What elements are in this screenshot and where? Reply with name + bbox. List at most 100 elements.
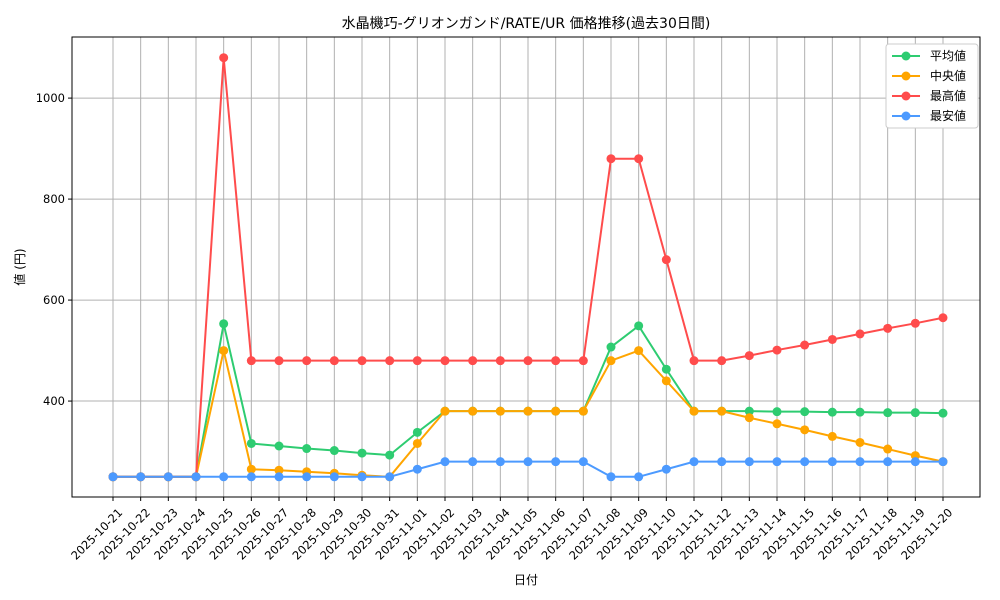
data-point xyxy=(468,457,478,467)
legend-marker xyxy=(901,111,911,121)
data-point xyxy=(163,472,173,482)
data-point xyxy=(855,457,865,467)
data-point xyxy=(412,356,422,366)
data-point xyxy=(717,406,727,416)
data-point xyxy=(772,419,782,429)
data-point xyxy=(717,356,727,366)
data-point xyxy=(938,313,948,323)
data-point xyxy=(219,472,229,482)
data-point xyxy=(302,444,312,454)
data-point xyxy=(855,329,865,339)
data-point xyxy=(744,351,754,361)
data-point xyxy=(689,457,699,467)
data-point xyxy=(440,457,450,467)
data-point xyxy=(772,407,782,417)
data-point xyxy=(634,346,644,356)
legend-box xyxy=(885,43,979,129)
data-point xyxy=(883,408,893,418)
data-point xyxy=(772,457,782,467)
y-tick-label: 1000 xyxy=(36,91,65,105)
data-point xyxy=(744,457,754,467)
data-point xyxy=(329,472,339,482)
data-point xyxy=(523,356,533,366)
data-point xyxy=(578,356,588,366)
data-point xyxy=(246,464,256,474)
data-point xyxy=(855,437,865,447)
data-point xyxy=(827,431,837,441)
data-point xyxy=(717,457,727,467)
legend-marker xyxy=(901,71,911,81)
data-point xyxy=(523,406,533,416)
data-point xyxy=(412,438,422,448)
legend-marker xyxy=(901,91,911,101)
data-point xyxy=(136,472,146,482)
data-point xyxy=(800,340,810,350)
y-tick-label: 600 xyxy=(43,293,65,307)
y-axis-label: 値 (円) xyxy=(12,248,27,285)
data-point xyxy=(412,464,422,474)
data-point xyxy=(385,356,395,366)
data-point xyxy=(661,364,671,374)
data-point xyxy=(661,464,671,474)
data-point xyxy=(910,408,920,418)
data-point xyxy=(883,444,893,454)
data-point xyxy=(827,334,837,344)
legend-label: 最安値 xyxy=(930,108,966,123)
data-point xyxy=(191,472,201,482)
data-point xyxy=(800,457,810,467)
data-point xyxy=(744,413,754,423)
data-point xyxy=(910,457,920,467)
data-point xyxy=(385,472,395,482)
data-point xyxy=(468,356,478,366)
data-point xyxy=(274,356,284,366)
x-axis-label: 日付 xyxy=(514,573,538,587)
data-point xyxy=(357,356,367,366)
data-point xyxy=(689,406,699,416)
data-point xyxy=(578,406,588,416)
data-point xyxy=(634,154,644,164)
data-point xyxy=(551,406,561,416)
data-point xyxy=(800,425,810,435)
data-point xyxy=(606,342,616,352)
data-point xyxy=(495,406,505,416)
data-point xyxy=(606,154,616,164)
data-point xyxy=(495,457,505,467)
data-point xyxy=(440,406,450,416)
data-point xyxy=(551,356,561,366)
data-point xyxy=(357,472,367,482)
data-point xyxy=(357,448,367,458)
data-point xyxy=(246,472,256,482)
data-point xyxy=(689,356,699,366)
data-point xyxy=(523,457,533,467)
data-point xyxy=(495,356,505,366)
data-point xyxy=(468,406,478,416)
data-point xyxy=(883,457,893,467)
legend-label: 中央値 xyxy=(930,68,966,83)
data-point xyxy=(219,53,229,63)
data-point xyxy=(274,472,284,482)
data-point xyxy=(883,323,893,333)
legend-label: 平均値 xyxy=(930,48,966,63)
data-point xyxy=(219,346,229,356)
data-point xyxy=(910,318,920,328)
data-point xyxy=(938,408,948,418)
data-point xyxy=(329,356,339,366)
data-point xyxy=(634,472,644,482)
data-point xyxy=(108,472,118,482)
data-point xyxy=(440,356,450,366)
data-point xyxy=(551,457,561,467)
data-point xyxy=(329,446,339,456)
data-point xyxy=(246,356,256,366)
y-tick-label: 400 xyxy=(43,394,65,408)
legend-marker xyxy=(901,51,911,61)
data-point xyxy=(412,427,422,437)
data-point xyxy=(827,457,837,467)
data-point xyxy=(578,457,588,467)
data-point xyxy=(772,345,782,355)
data-point xyxy=(606,356,616,366)
data-point xyxy=(302,356,312,366)
data-point xyxy=(634,321,644,331)
data-point xyxy=(246,438,256,448)
data-point xyxy=(302,472,312,482)
